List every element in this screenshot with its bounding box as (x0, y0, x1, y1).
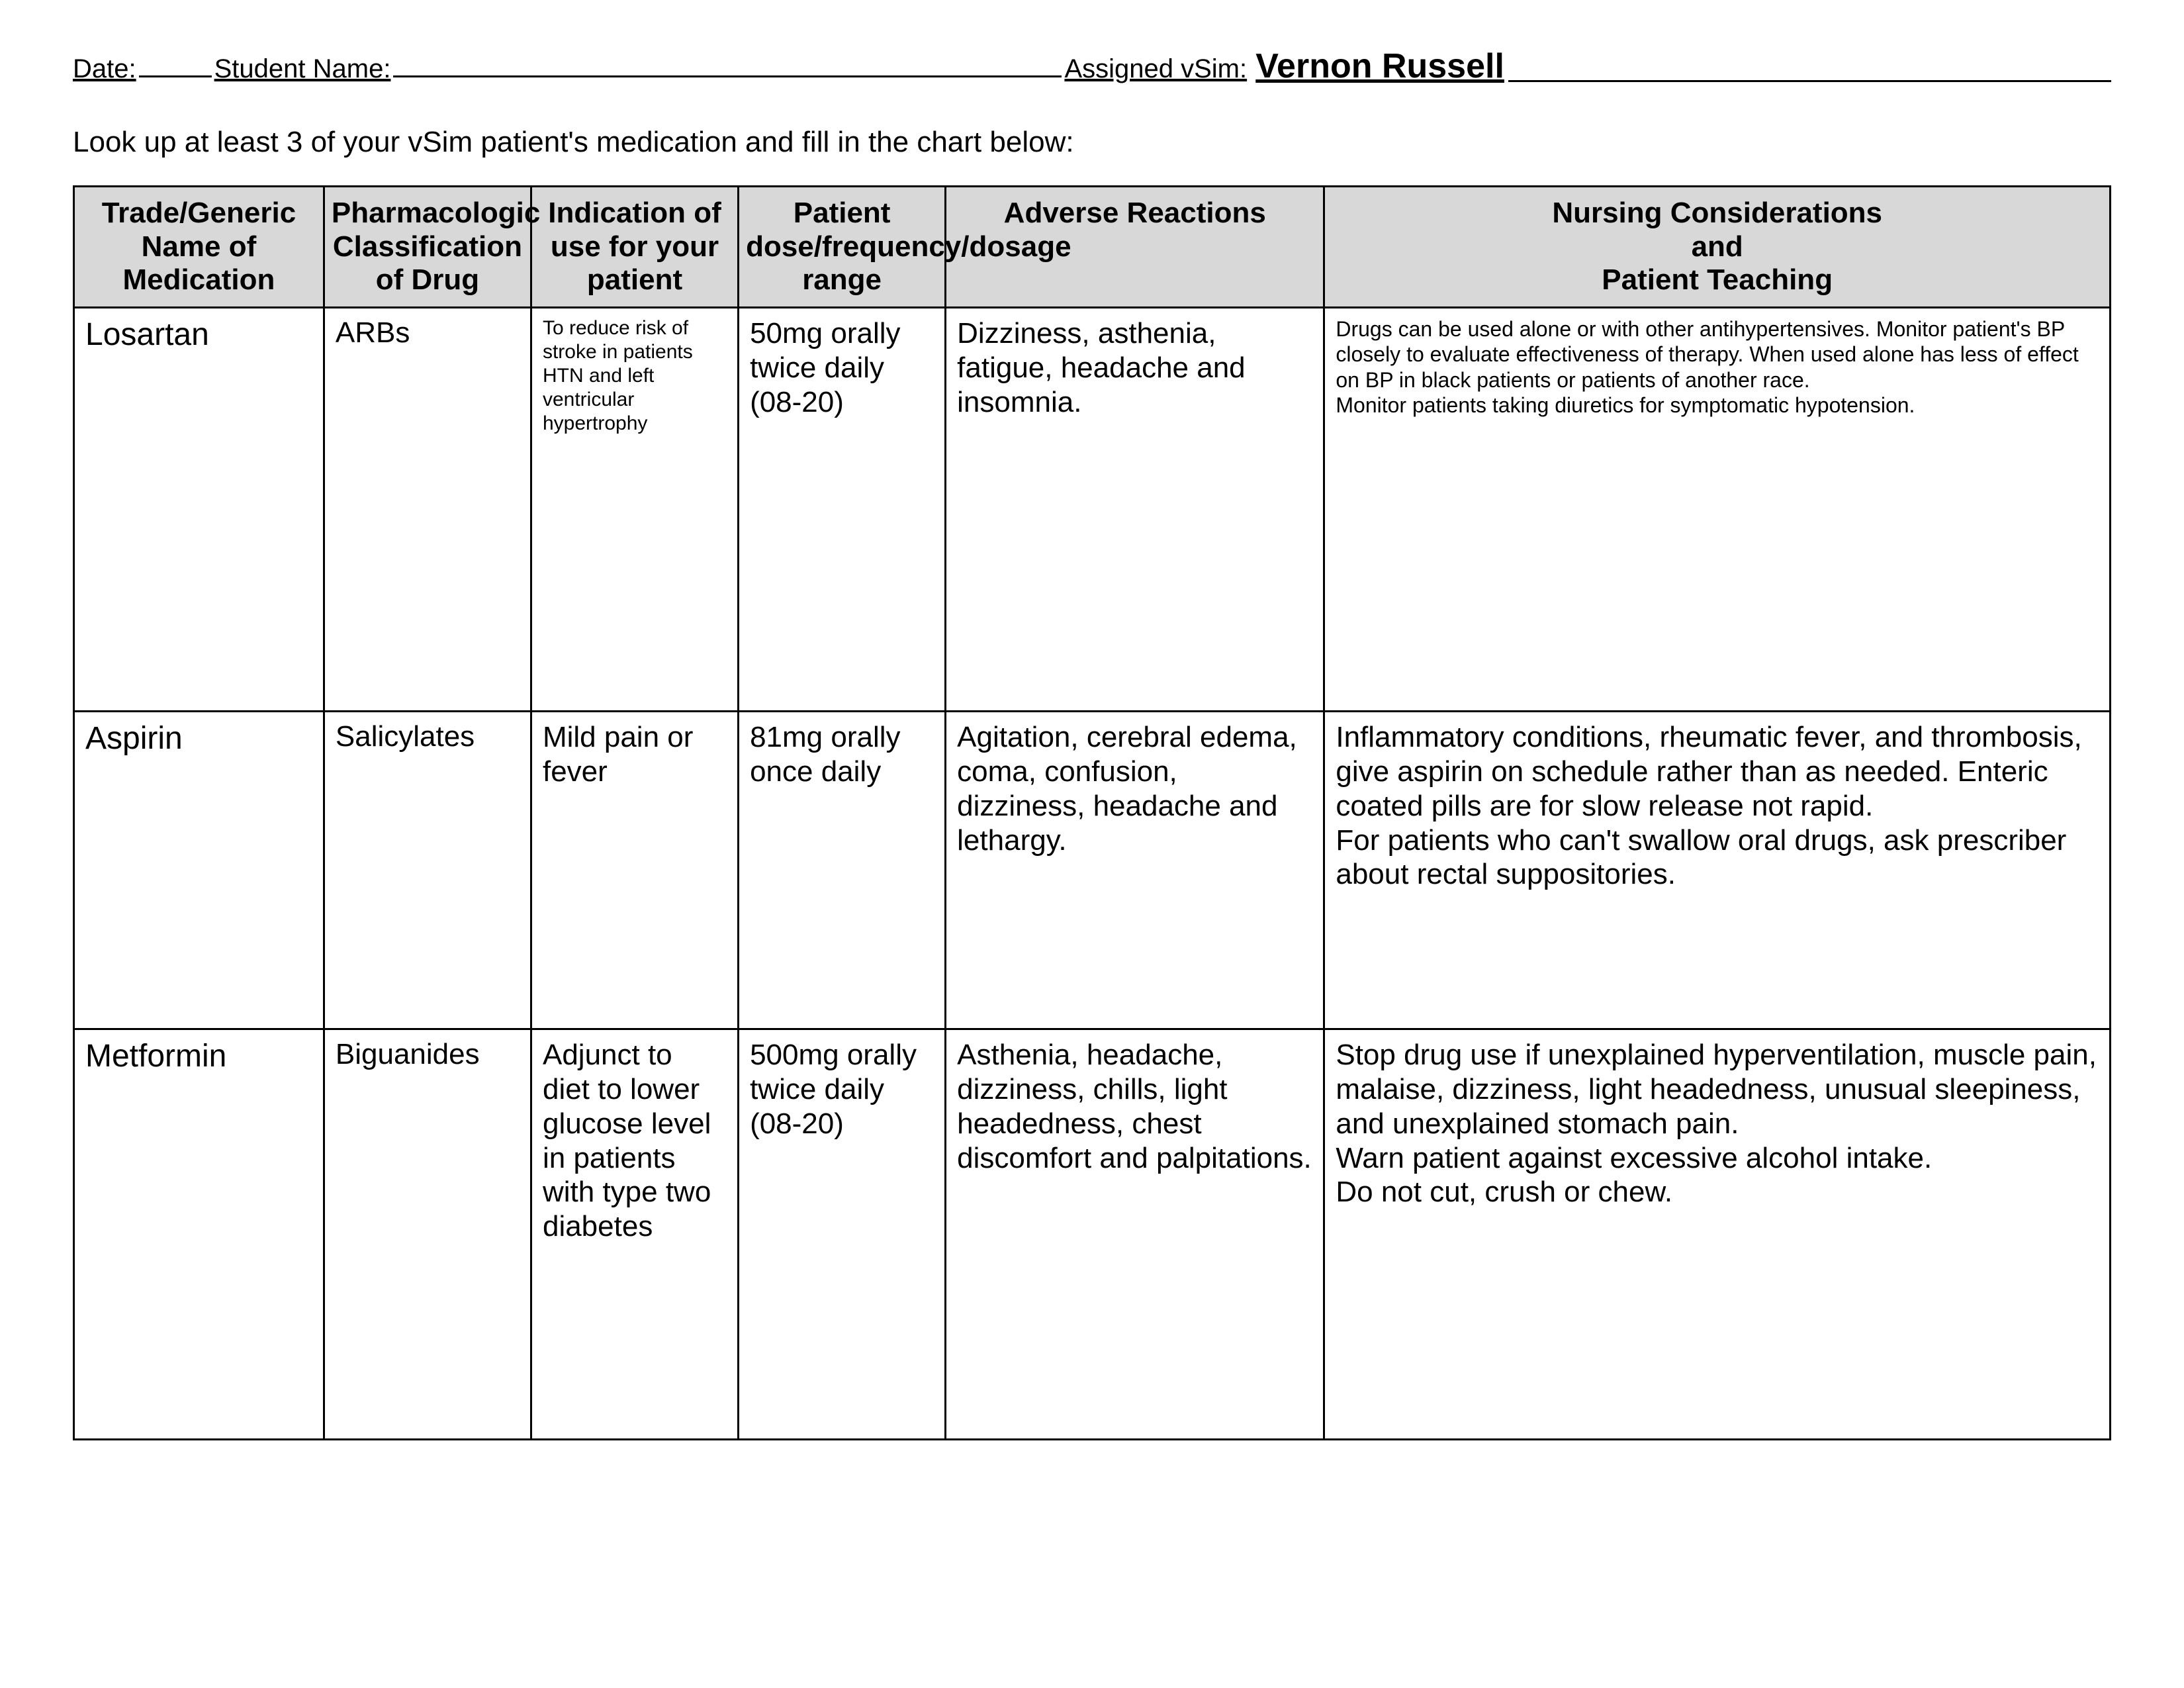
table-row: Metformin Biguanides Adjunct to diet to … (74, 1029, 2111, 1439)
cell-dose: 50mg orally twice daily(08-20) (739, 307, 946, 711)
form-header: Date: Student Name: Assigned vSim: Verno… (73, 46, 2111, 86)
table-body: Losartan ARBs To reduce risk of stroke i… (74, 307, 2111, 1439)
cell-medication-name: Losartan (74, 307, 324, 711)
student-name-blank[interactable] (393, 75, 1062, 77)
cell-adverse: Agitation, cerebral edema, coma, confusi… (946, 711, 1324, 1029)
cell-adverse: Asthenia, headache, dizziness, chills, l… (946, 1029, 1324, 1439)
page-root: Date: Student Name: Assigned vSim: Verno… (0, 0, 2184, 1688)
cell-classification: Salicylates (324, 711, 531, 1029)
assigned-vsim-value: Vernon Russell (1255, 46, 1504, 86)
cell-medication-name: Aspirin (74, 711, 324, 1029)
cell-dose: 500mg orally twice daily (08-20) (739, 1029, 946, 1439)
cell-indication: Mild pain or fever (531, 711, 738, 1029)
instruction-text: Look up at least 3 of your vSim patient'… (73, 126, 2111, 159)
col-header-classification: Pharmacologic Classification of Drug (324, 187, 531, 308)
table-row: Losartan ARBs To reduce risk of stroke i… (74, 307, 2111, 711)
date-label: Date: (73, 54, 136, 84)
col-header-nursing: Nursing ConsiderationsandPatient Teachin… (1324, 187, 2111, 308)
assigned-vsim-label: Assigned vSim: (1064, 54, 1247, 84)
table-header-row: Trade/Generic Name of Medication Pharmac… (74, 187, 2111, 308)
cell-nursing: Inflammatory conditions, rheumatic fever… (1324, 711, 2111, 1029)
cell-nursing: Drugs can be used alone or with other an… (1324, 307, 2111, 711)
cell-classification: Biguanides (324, 1029, 531, 1439)
cell-medication-name: Metformin (74, 1029, 324, 1439)
cell-dose: 81mg orally once daily (739, 711, 946, 1029)
assigned-vsim-tail-line (1508, 80, 2111, 82)
cell-adverse: Dizziness, asthenia, fatigue, headache a… (946, 307, 1324, 711)
col-header-trade-generic: Trade/Generic Name of Medication (74, 187, 324, 308)
col-header-indication: Indication of use for your patient (531, 187, 738, 308)
cell-indication: To reduce risk of stroke in patients HTN… (531, 307, 738, 711)
cell-indication: Adjunct to diet to lower glucose level i… (531, 1029, 738, 1439)
table-row: Aspirin Salicylates Mild pain or fever 8… (74, 711, 2111, 1029)
cell-classification: ARBs (324, 307, 531, 711)
cell-nursing: Stop drug use if unexplained hyperventil… (1324, 1029, 2111, 1439)
col-header-dose: Patient dose/frequency/dosage range (739, 187, 946, 308)
student-name-label: Student Name: (214, 54, 391, 84)
date-blank[interactable] (139, 75, 212, 77)
medication-table: Trade/Generic Name of Medication Pharmac… (73, 185, 2111, 1440)
